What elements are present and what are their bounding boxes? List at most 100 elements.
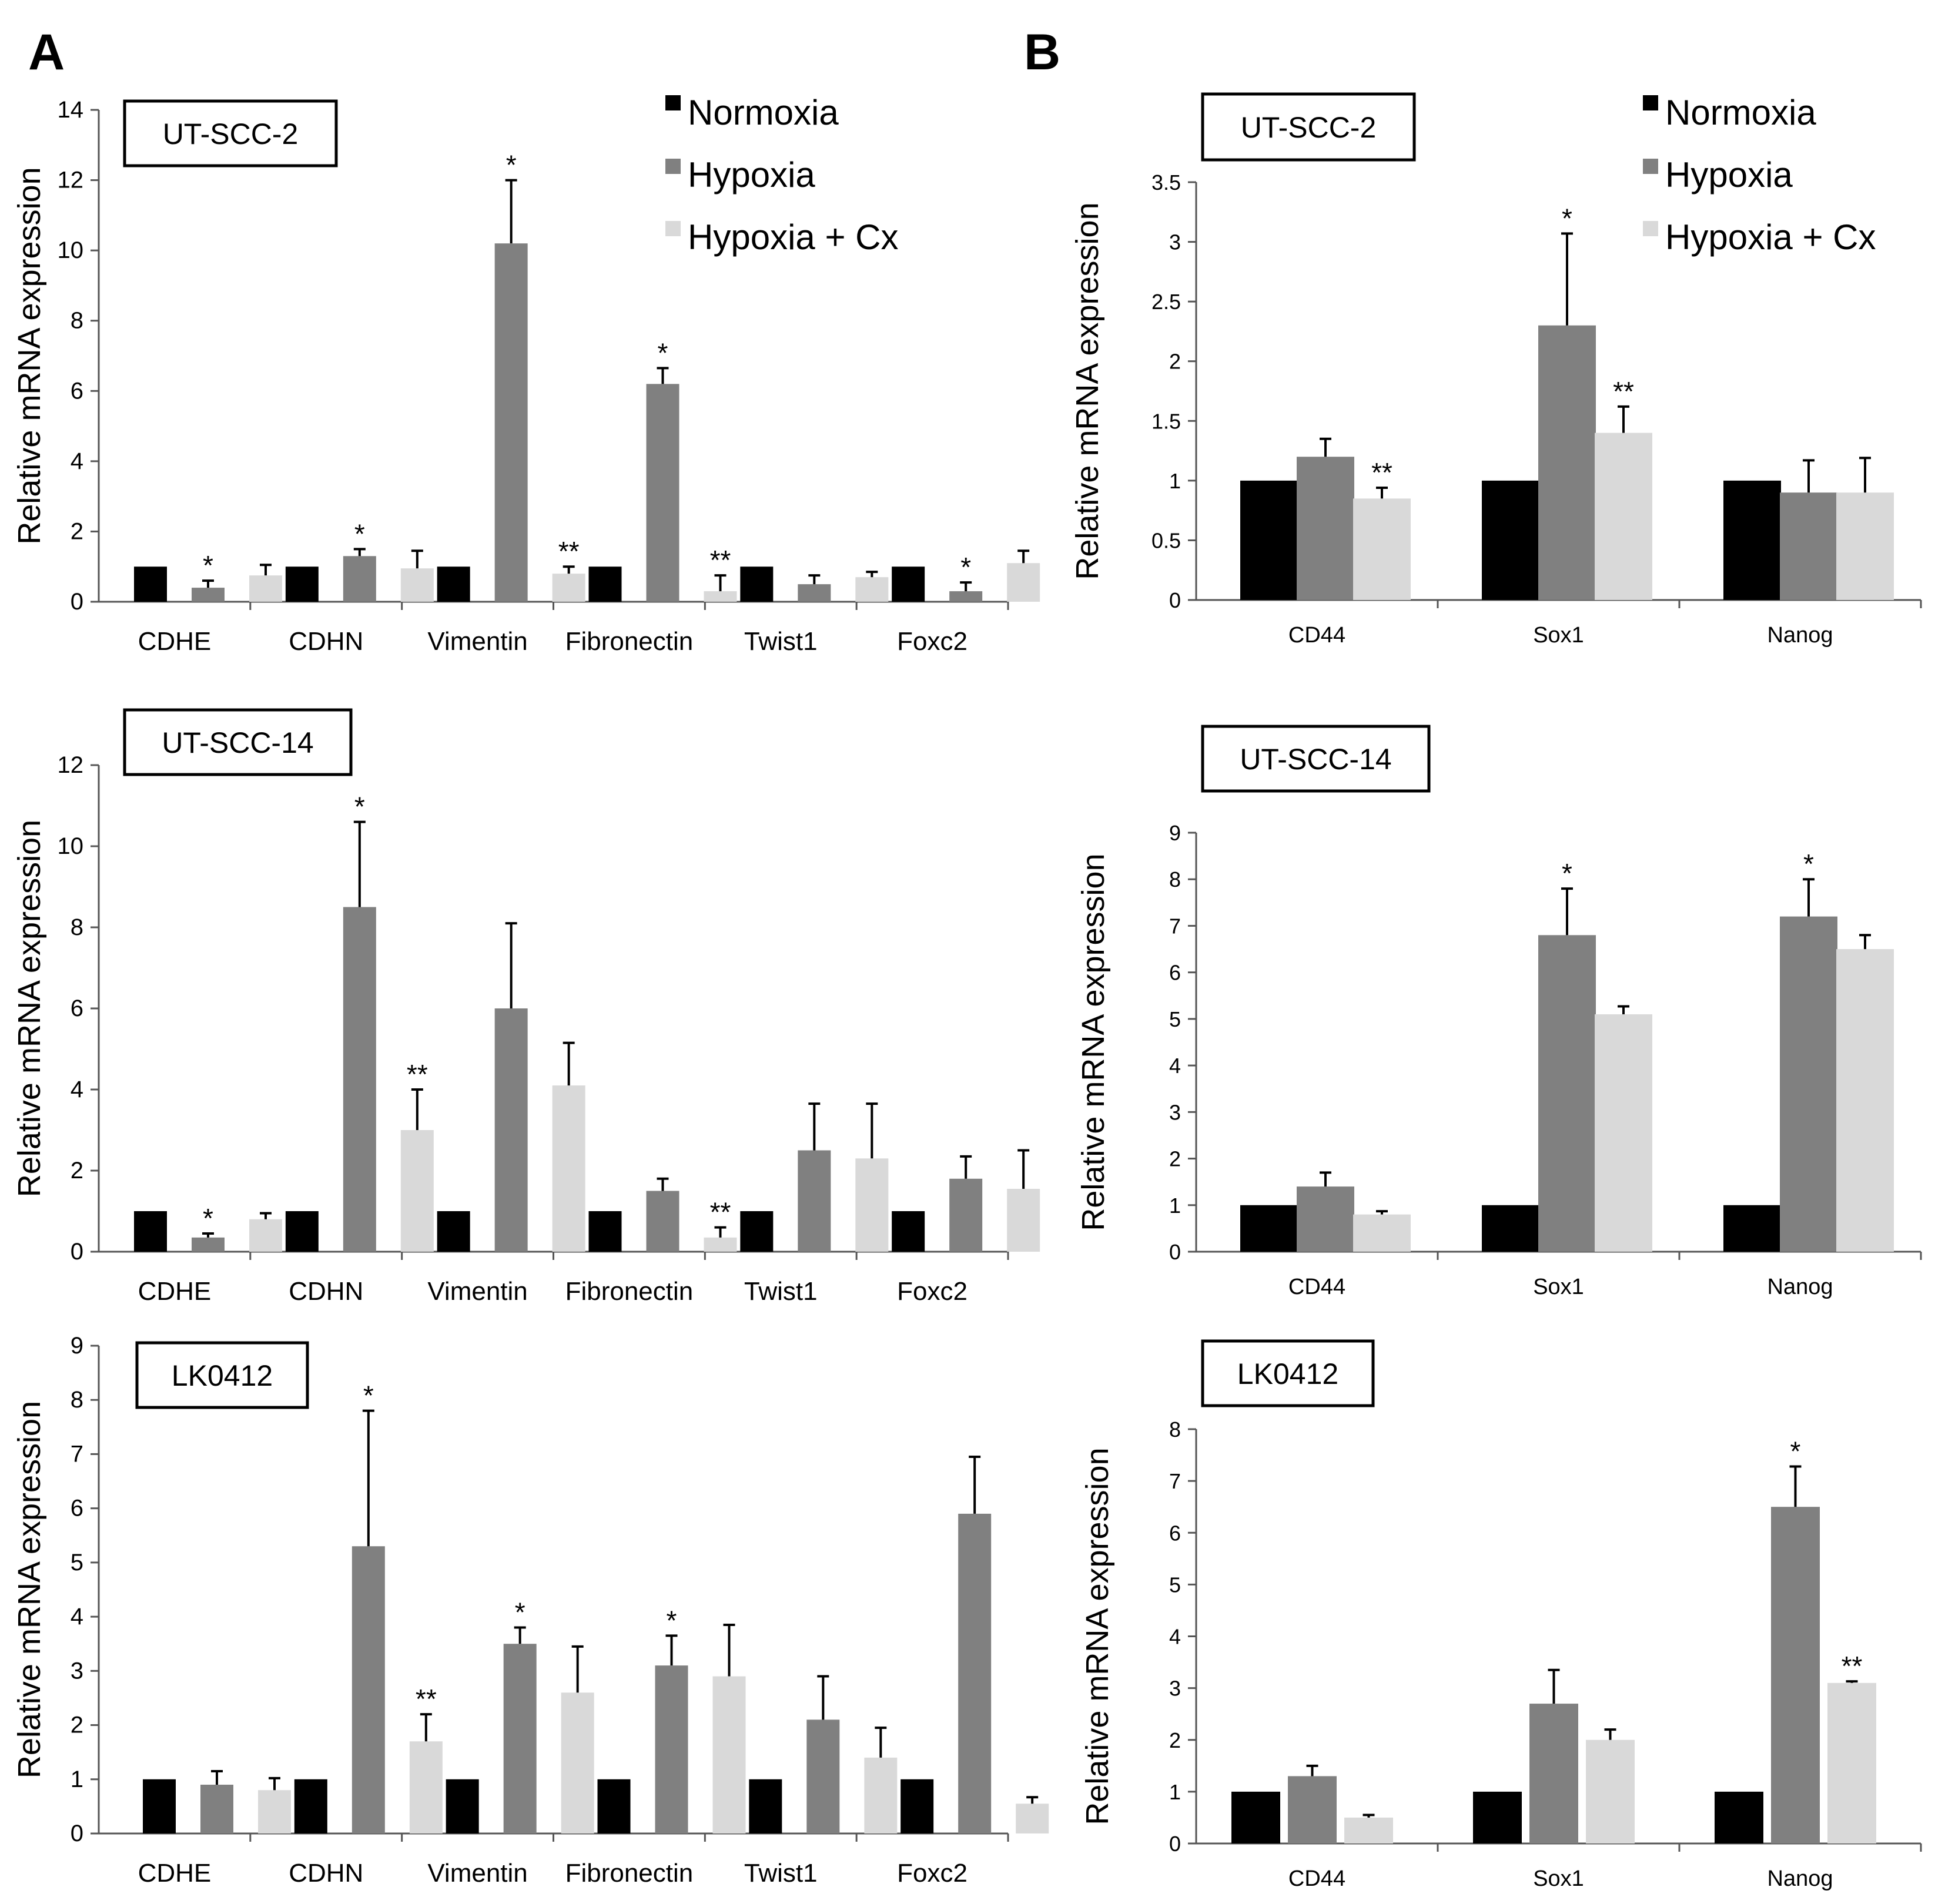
y-tick-label: 8 (71, 1387, 83, 1413)
bar (646, 384, 679, 602)
x-tick-label: CDHE (138, 627, 212, 656)
bar (1780, 916, 1837, 1252)
x-tick-label: Nanog (1767, 623, 1833, 648)
y-tick-label: 0 (1169, 1240, 1181, 1264)
x-tick-label: CD44 (1288, 1275, 1345, 1299)
bar (646, 1191, 679, 1252)
chart-b-lk0412: LK0412 Relative mRNA expression 0 1 2 3 4 5 6 7 8 C… (1080, 1339, 1922, 1891)
y-tick-label: 2 (1169, 1728, 1181, 1752)
bar (1715, 1791, 1763, 1843)
chart-title: UT-SCC-14 (1240, 743, 1391, 776)
legend-label-hypoxia-cx: Hypoxia + Cx (1665, 217, 1876, 257)
legend-swatch-hypoxia (1643, 159, 1658, 174)
y-axis-label: Relative mRNA expression (12, 820, 47, 1197)
chart-title: LK0412 (172, 1359, 273, 1392)
y-tick-label: 0.5 (1151, 528, 1181, 552)
x-tick-label: Nanog (1767, 1275, 1833, 1299)
y-tick-label: 7 (1169, 1469, 1181, 1493)
y-tick-label: 6 (71, 1496, 83, 1521)
bar (588, 1211, 622, 1252)
bar (552, 1085, 585, 1252)
y-tick-label: 2 (71, 1158, 83, 1184)
legend-label-hypoxia-cx: Hypoxia + Cx (688, 217, 898, 257)
bar (1016, 1804, 1049, 1833)
chart-b-ut-scc-2: UT-SCC-2 Relative mRNA expression 0 0.5 1 1.5… (1070, 92, 1922, 648)
bar (400, 568, 434, 602)
bar (749, 1779, 782, 1833)
bar (200, 1785, 233, 1833)
significance-mark: ** (710, 545, 731, 575)
bar (597, 1779, 631, 1833)
y-tick-label: 3.5 (1151, 170, 1181, 195)
significance-mark: ** (710, 1197, 731, 1228)
bar (1344, 1817, 1393, 1843)
bar (143, 1779, 176, 1833)
x-tick-label: CDHE (138, 1859, 212, 1888)
y-tick-label: 3 (71, 1658, 83, 1684)
y-tick-label: 3 (1169, 1100, 1181, 1124)
chart-title: UT-SCC-14 (162, 726, 313, 759)
significance-mark: * (1803, 849, 1814, 879)
legend-swatch-hypoxia-cx (1643, 221, 1658, 236)
bar (494, 1008, 528, 1252)
title-box (1201, 1339, 1375, 1407)
x-tick-label: Vimentin (427, 627, 527, 656)
y-tick-label: 6 (1169, 961, 1181, 985)
y-tick-label: 5 (71, 1550, 83, 1576)
y-tick-label: 8 (71, 914, 83, 940)
chart-a-lk0412: LK0412 Relative mRNA expression 0 1 2 3 4 5 6 7 8 9… (12, 1333, 1049, 1888)
bar (249, 575, 282, 602)
chart-b-ut-scc-14: UT-SCC-14 Relative mRNA expression 0 1 2 3 4 5 6… (1076, 725, 1922, 1299)
y-tick-label: 1.5 (1151, 409, 1181, 433)
x-tick-label: Twist1 (744, 1277, 818, 1306)
significance-mark: * (1562, 858, 1572, 889)
x-tick-label: CD44 (1288, 1866, 1345, 1891)
bar (740, 1211, 774, 1252)
bar (1288, 1776, 1337, 1843)
bar (1827, 1682, 1876, 1843)
significance-mark: * (506, 150, 517, 180)
bar (655, 1665, 688, 1833)
bar (134, 566, 167, 602)
legend-label-hypoxia: Hypoxia (688, 155, 815, 195)
significance-mark: * (960, 552, 971, 582)
y-tick-label: 3 (1169, 230, 1181, 254)
bar (1723, 1205, 1781, 1252)
bar (1538, 935, 1596, 1252)
legend-swatch-hypoxia-cx (665, 221, 681, 236)
bar (740, 566, 774, 602)
bar (192, 1237, 225, 1252)
bar (285, 1211, 319, 1252)
legend-label-normoxia: Normoxia (688, 93, 839, 132)
significance-mark: * (354, 518, 365, 549)
bar (958, 1513, 992, 1833)
significance-mark: ** (1613, 376, 1634, 407)
y-tick-label: 4 (71, 448, 83, 474)
y-tick-label: 7 (1169, 914, 1181, 938)
y-tick-label: 4 (71, 1604, 83, 1630)
significance-mark: * (363, 1380, 374, 1411)
y-tick-label: 10 (58, 833, 84, 859)
y-tick-label: 8 (1169, 867, 1181, 891)
y-axis-label: Relative mRNA expression (12, 167, 47, 544)
bar (1538, 325, 1596, 600)
y-tick-label: 5 (1169, 1573, 1181, 1597)
chart-title: LK0412 (1237, 1357, 1338, 1390)
bar (1836, 949, 1894, 1252)
bar (855, 577, 889, 602)
x-tick-label: Twist1 (744, 627, 818, 656)
y-tick-label: 12 (58, 752, 84, 778)
x-tick-label: Sox1 (1533, 623, 1584, 648)
chart-title: UT-SCC-2 (1241, 111, 1377, 144)
significance-mark: * (658, 337, 668, 368)
y-tick-label: 9 (1169, 821, 1181, 845)
bar (949, 1178, 983, 1252)
y-tick-label: 6 (71, 995, 83, 1021)
title-box (1201, 725, 1431, 793)
bar (1473, 1791, 1522, 1843)
x-tick-label: Vimentin (427, 1277, 527, 1306)
significance-mark: * (667, 1605, 677, 1635)
bar (258, 1790, 291, 1833)
legend-b: Normoxia Hypoxia Hypoxia + Cx (1643, 93, 1876, 257)
y-tick-label: 4 (1169, 1054, 1181, 1078)
